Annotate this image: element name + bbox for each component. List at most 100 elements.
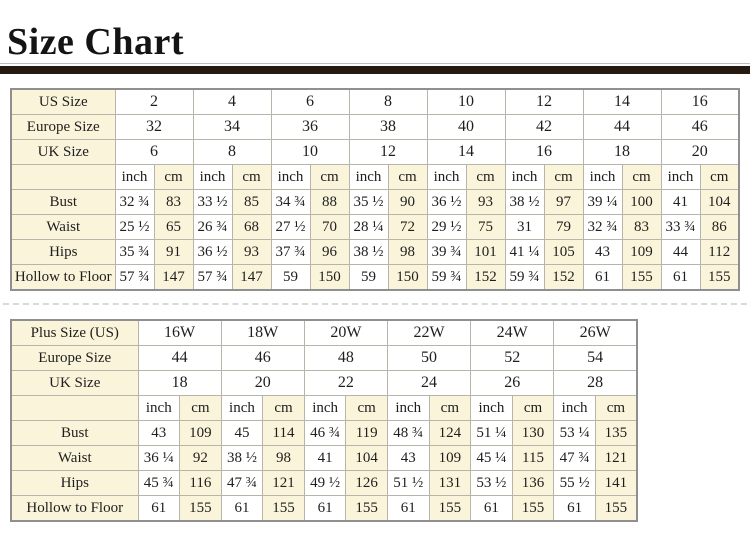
- unit-cell: cm: [511, 395, 555, 421]
- page-title: Size Chart: [7, 21, 185, 63]
- size-cell: 50: [386, 345, 472, 371]
- measure-cell: 59: [348, 264, 389, 291]
- measure-cell: 155: [621, 264, 662, 291]
- measure-cell: 91: [153, 239, 194, 265]
- measure-cell: 46 ¾: [303, 420, 347, 446]
- unit-cell: cm: [231, 164, 272, 190]
- size-cell: 6: [114, 139, 194, 165]
- size-cell: 42: [504, 114, 584, 140]
- measure-cell: 41 ¼: [504, 239, 545, 265]
- measure-cell: 31: [504, 214, 545, 240]
- size-cell: 18: [137, 370, 222, 396]
- measure-cell: 47 ¾: [220, 470, 264, 496]
- measure-cell: 32 ¾: [582, 214, 623, 240]
- measure-cell: 35 ¾: [114, 239, 155, 265]
- measure-cell: 41: [660, 189, 701, 215]
- row-label: Waist: [10, 445, 139, 471]
- measure-cell: 59 ¾: [426, 264, 467, 291]
- title-underline: [0, 63, 750, 64]
- title-divider-bar: [0, 66, 750, 74]
- measure-cell: 59: [270, 264, 311, 291]
- size-cell: 14: [426, 139, 506, 165]
- unit-cell: cm: [309, 164, 350, 190]
- measure-cell: 32 ¾: [114, 189, 155, 215]
- unit-cell: inch: [137, 395, 181, 421]
- measure-cell: 36 ¼: [137, 445, 181, 471]
- measure-cell: 68: [231, 214, 272, 240]
- measure-cell: 26 ¾: [192, 214, 233, 240]
- table-row: UK Size 6 8 10 12 14 16 18 20: [10, 139, 740, 165]
- standard-size-table: US Size 2 4 6 8 10 12 14 16 Europe Size 32 34 36 38 40…: [10, 88, 740, 291]
- row-label: US Size: [10, 88, 116, 115]
- unit-cell: inch: [504, 164, 545, 190]
- unit-cell: cm: [345, 395, 388, 421]
- unit-row: inch cm inch cm inch cm inch cm inch cm inch cm inch…: [10, 164, 740, 190]
- unit-cell: inch: [270, 164, 311, 190]
- measure-cell: 61: [137, 495, 181, 522]
- size-cell: 44: [582, 114, 662, 140]
- row-label: UK Size: [10, 370, 139, 396]
- measure-cell: 100: [621, 189, 662, 215]
- measure-cell: 101: [465, 239, 506, 265]
- measure-cell: 124: [428, 420, 472, 446]
- unit-cell: cm: [699, 164, 740, 190]
- measure-cell: 152: [465, 264, 506, 291]
- measure-cell: 116: [179, 470, 222, 496]
- measure-cell: 61: [220, 495, 264, 522]
- measure-cell: 33 ½: [192, 189, 233, 215]
- size-cell: 16W: [137, 319, 222, 346]
- measure-cell: 51 ¼: [470, 420, 513, 446]
- measure-cell: 36 ½: [192, 239, 233, 265]
- table-row: Hollow to Floor 61 155 61 155 61 155 61 155 61 155…: [10, 495, 638, 522]
- row-label: Hollow to Floor: [10, 264, 116, 291]
- measure-cell: 61: [470, 495, 513, 522]
- row-label: UK Size: [10, 139, 116, 165]
- size-cell: 54: [553, 345, 638, 371]
- unit-cell: cm: [262, 395, 305, 421]
- unit-cell: inch: [660, 164, 701, 190]
- measure-cell: 104: [345, 445, 388, 471]
- size-cell: 22: [303, 370, 388, 396]
- measure-cell: 98: [262, 445, 305, 471]
- table-row: Europe Size 44 46 48 50 52 54: [10, 345, 638, 371]
- measure-cell: 155: [594, 495, 638, 522]
- measure-cell: 90: [387, 189, 428, 215]
- measure-cell: 83: [153, 189, 194, 215]
- measure-cell: 150: [309, 264, 350, 291]
- measure-cell: 93: [231, 239, 272, 265]
- size-cell: 4: [192, 88, 272, 115]
- size-cell: 10: [270, 139, 350, 165]
- measure-cell: 83: [621, 214, 662, 240]
- table-row: Waist 36 ¼ 92 38 ½ 98 41 104 43 109 45 ¼ 115 47 ¾ 12…: [10, 445, 638, 471]
- row-label: Europe Size: [10, 114, 116, 140]
- plus-size-table: Plus Size (US) 16W 18W 20W 22W 24W 26W Europe S…: [10, 319, 638, 522]
- size-cell: 24: [386, 370, 472, 396]
- measure-cell: 45 ¾: [137, 470, 181, 496]
- measure-cell: 59 ¾: [504, 264, 545, 291]
- measure-cell: 75: [465, 214, 506, 240]
- row-label: Bust: [10, 420, 139, 446]
- size-cell: 14: [582, 88, 662, 115]
- measure-cell: 88: [309, 189, 350, 215]
- measure-cell: 121: [262, 470, 305, 496]
- measure-cell: 39 ¾: [426, 239, 467, 265]
- table-row: Waist 25 ½ 65 26 ¾ 68 27 ½ 70 28 ¼ 72 29 ½ 75 31 79 3…: [10, 214, 740, 240]
- measure-cell: 126: [345, 470, 388, 496]
- unit-cell: inch: [470, 395, 513, 421]
- size-cell: 10: [426, 88, 506, 115]
- size-cell: 20: [220, 370, 305, 396]
- unit-cell: inch: [348, 164, 389, 190]
- measure-cell: 93: [465, 189, 506, 215]
- measure-cell: 136: [511, 470, 555, 496]
- measure-cell: 135: [594, 420, 638, 446]
- measure-cell: 43: [582, 239, 623, 265]
- measure-cell: 85: [231, 189, 272, 215]
- measure-cell: 36 ½: [426, 189, 467, 215]
- size-cell: 44: [137, 345, 222, 371]
- measure-cell: 109: [428, 445, 472, 471]
- row-label: Hollow to Floor: [10, 495, 139, 522]
- measure-cell: 114: [262, 420, 305, 446]
- table-row: Europe Size 32 34 36 38 40 42 44 46: [10, 114, 740, 140]
- unit-cell: inch: [582, 164, 623, 190]
